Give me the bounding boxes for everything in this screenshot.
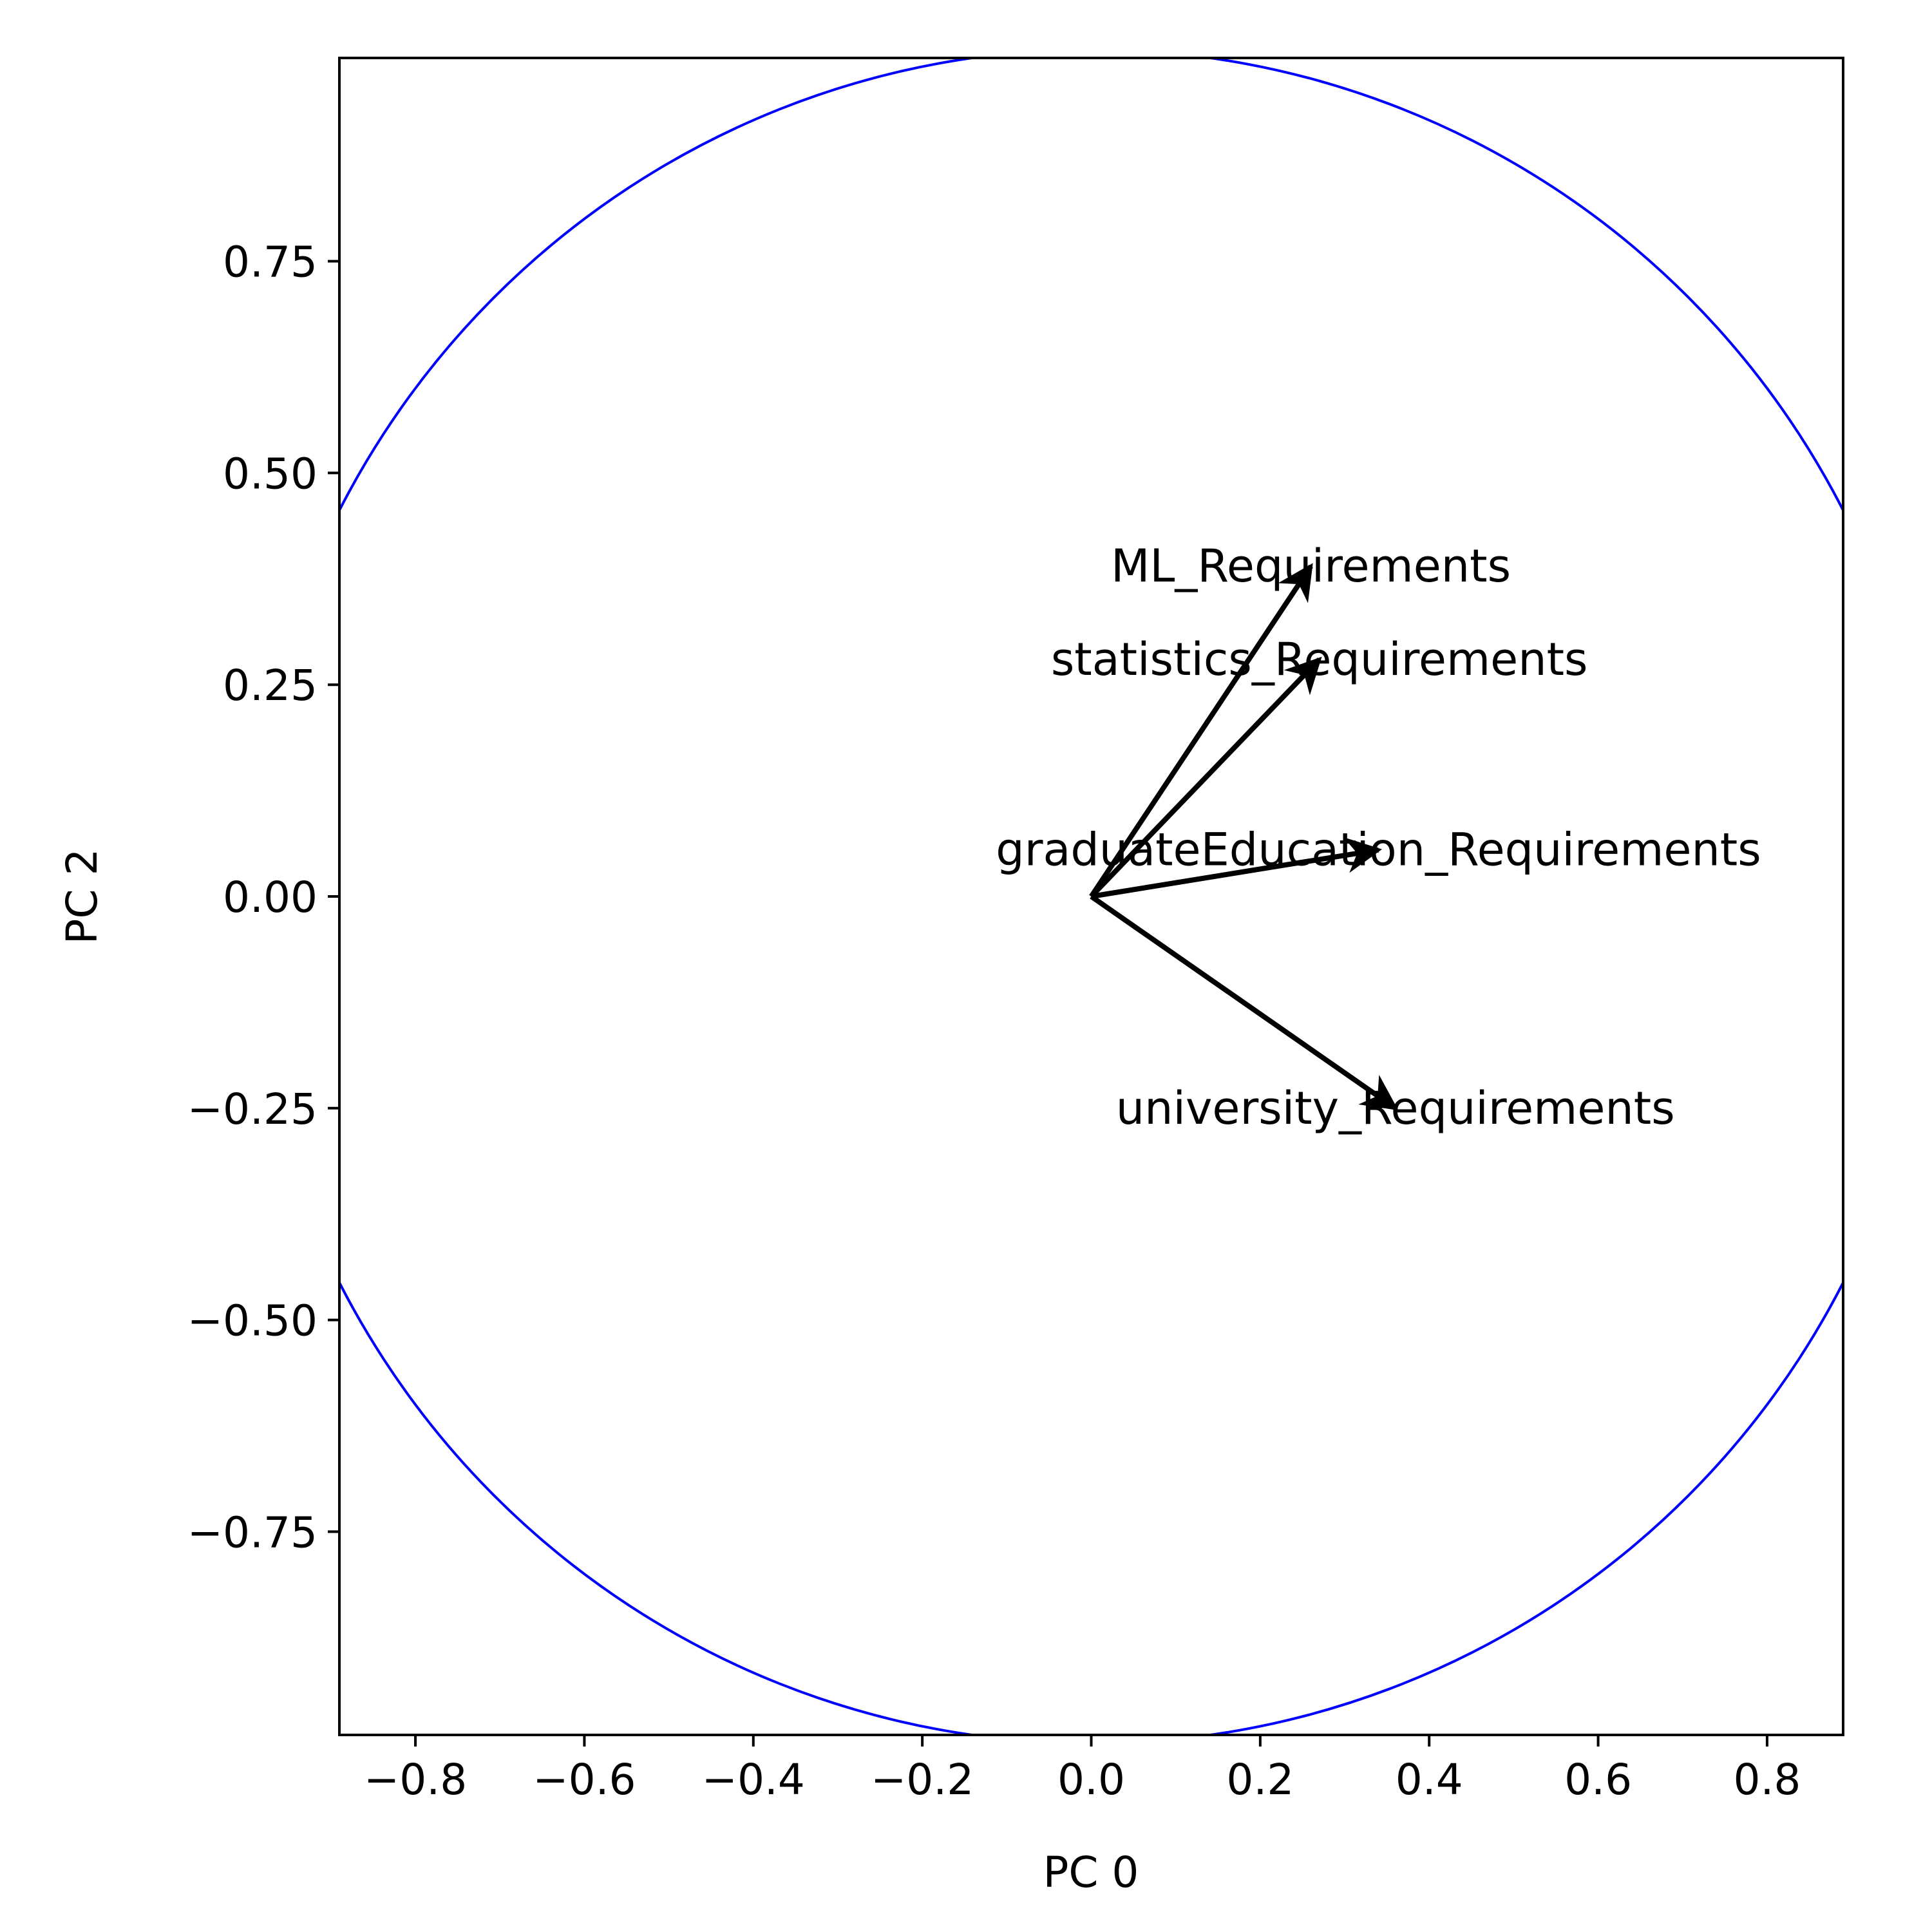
loading-vectors: ML_Requirements statistics_Requirementsgr… bbox=[996, 540, 1761, 1135]
loading-vector-label: graduateEducation_Requirements bbox=[996, 824, 1761, 876]
loading-vector-label: university_Requirements bbox=[1116, 1082, 1675, 1135]
loading-vector-label: ML_Requirements bbox=[1111, 540, 1511, 592]
loading-vector-label: statistics_Requirements bbox=[1051, 633, 1588, 686]
correlation-circle bbox=[339, 58, 1843, 1735]
y-tick-label: 0.25 bbox=[223, 661, 317, 710]
loading-vector-arrow bbox=[1089, 656, 1322, 898]
y-tick-label: −0.50 bbox=[187, 1296, 317, 1346]
x-tick-label: 0.4 bbox=[1396, 1755, 1463, 1804]
plot-area: ML_Requirements statistics_Requirementsgr… bbox=[339, 58, 1843, 1735]
y-axis-label: PC 2 bbox=[57, 849, 107, 945]
y-tick-label: 0.75 bbox=[223, 238, 317, 287]
x-tick-label: −0.2 bbox=[871, 1755, 974, 1804]
loading-vector-arrow bbox=[1090, 837, 1383, 899]
x-tick-label: 0.2 bbox=[1226, 1755, 1294, 1804]
x-tick-label: 0.8 bbox=[1733, 1755, 1801, 1804]
loading-vector-arrow bbox=[1090, 894, 1399, 1111]
loading-vector-arrow bbox=[1089, 563, 1313, 898]
y-tick-label: 0.50 bbox=[223, 449, 317, 498]
y-tick-label: −0.75 bbox=[187, 1508, 317, 1557]
x-tick-label: −0.4 bbox=[702, 1755, 805, 1804]
x-axis-label: PC 0 bbox=[1043, 1848, 1139, 1897]
y-axis: 0.75 0.50 0.25 0.00 −0.25 −0.50 −0.75 bbox=[187, 238, 339, 1557]
y-tick-label: 0.00 bbox=[223, 873, 317, 922]
x-tick-label: −0.6 bbox=[533, 1755, 636, 1804]
x-tick-label: 0.0 bbox=[1057, 1755, 1125, 1804]
x-tick-label: 0.6 bbox=[1564, 1755, 1632, 1804]
x-tick-label: −0.8 bbox=[364, 1755, 467, 1804]
x-axis: −0.8 −0.6 −0.4 −0.2 0.0 0.2 0.4 0.6 0.8 bbox=[364, 1735, 1801, 1804]
y-tick-label: −0.25 bbox=[187, 1084, 317, 1134]
